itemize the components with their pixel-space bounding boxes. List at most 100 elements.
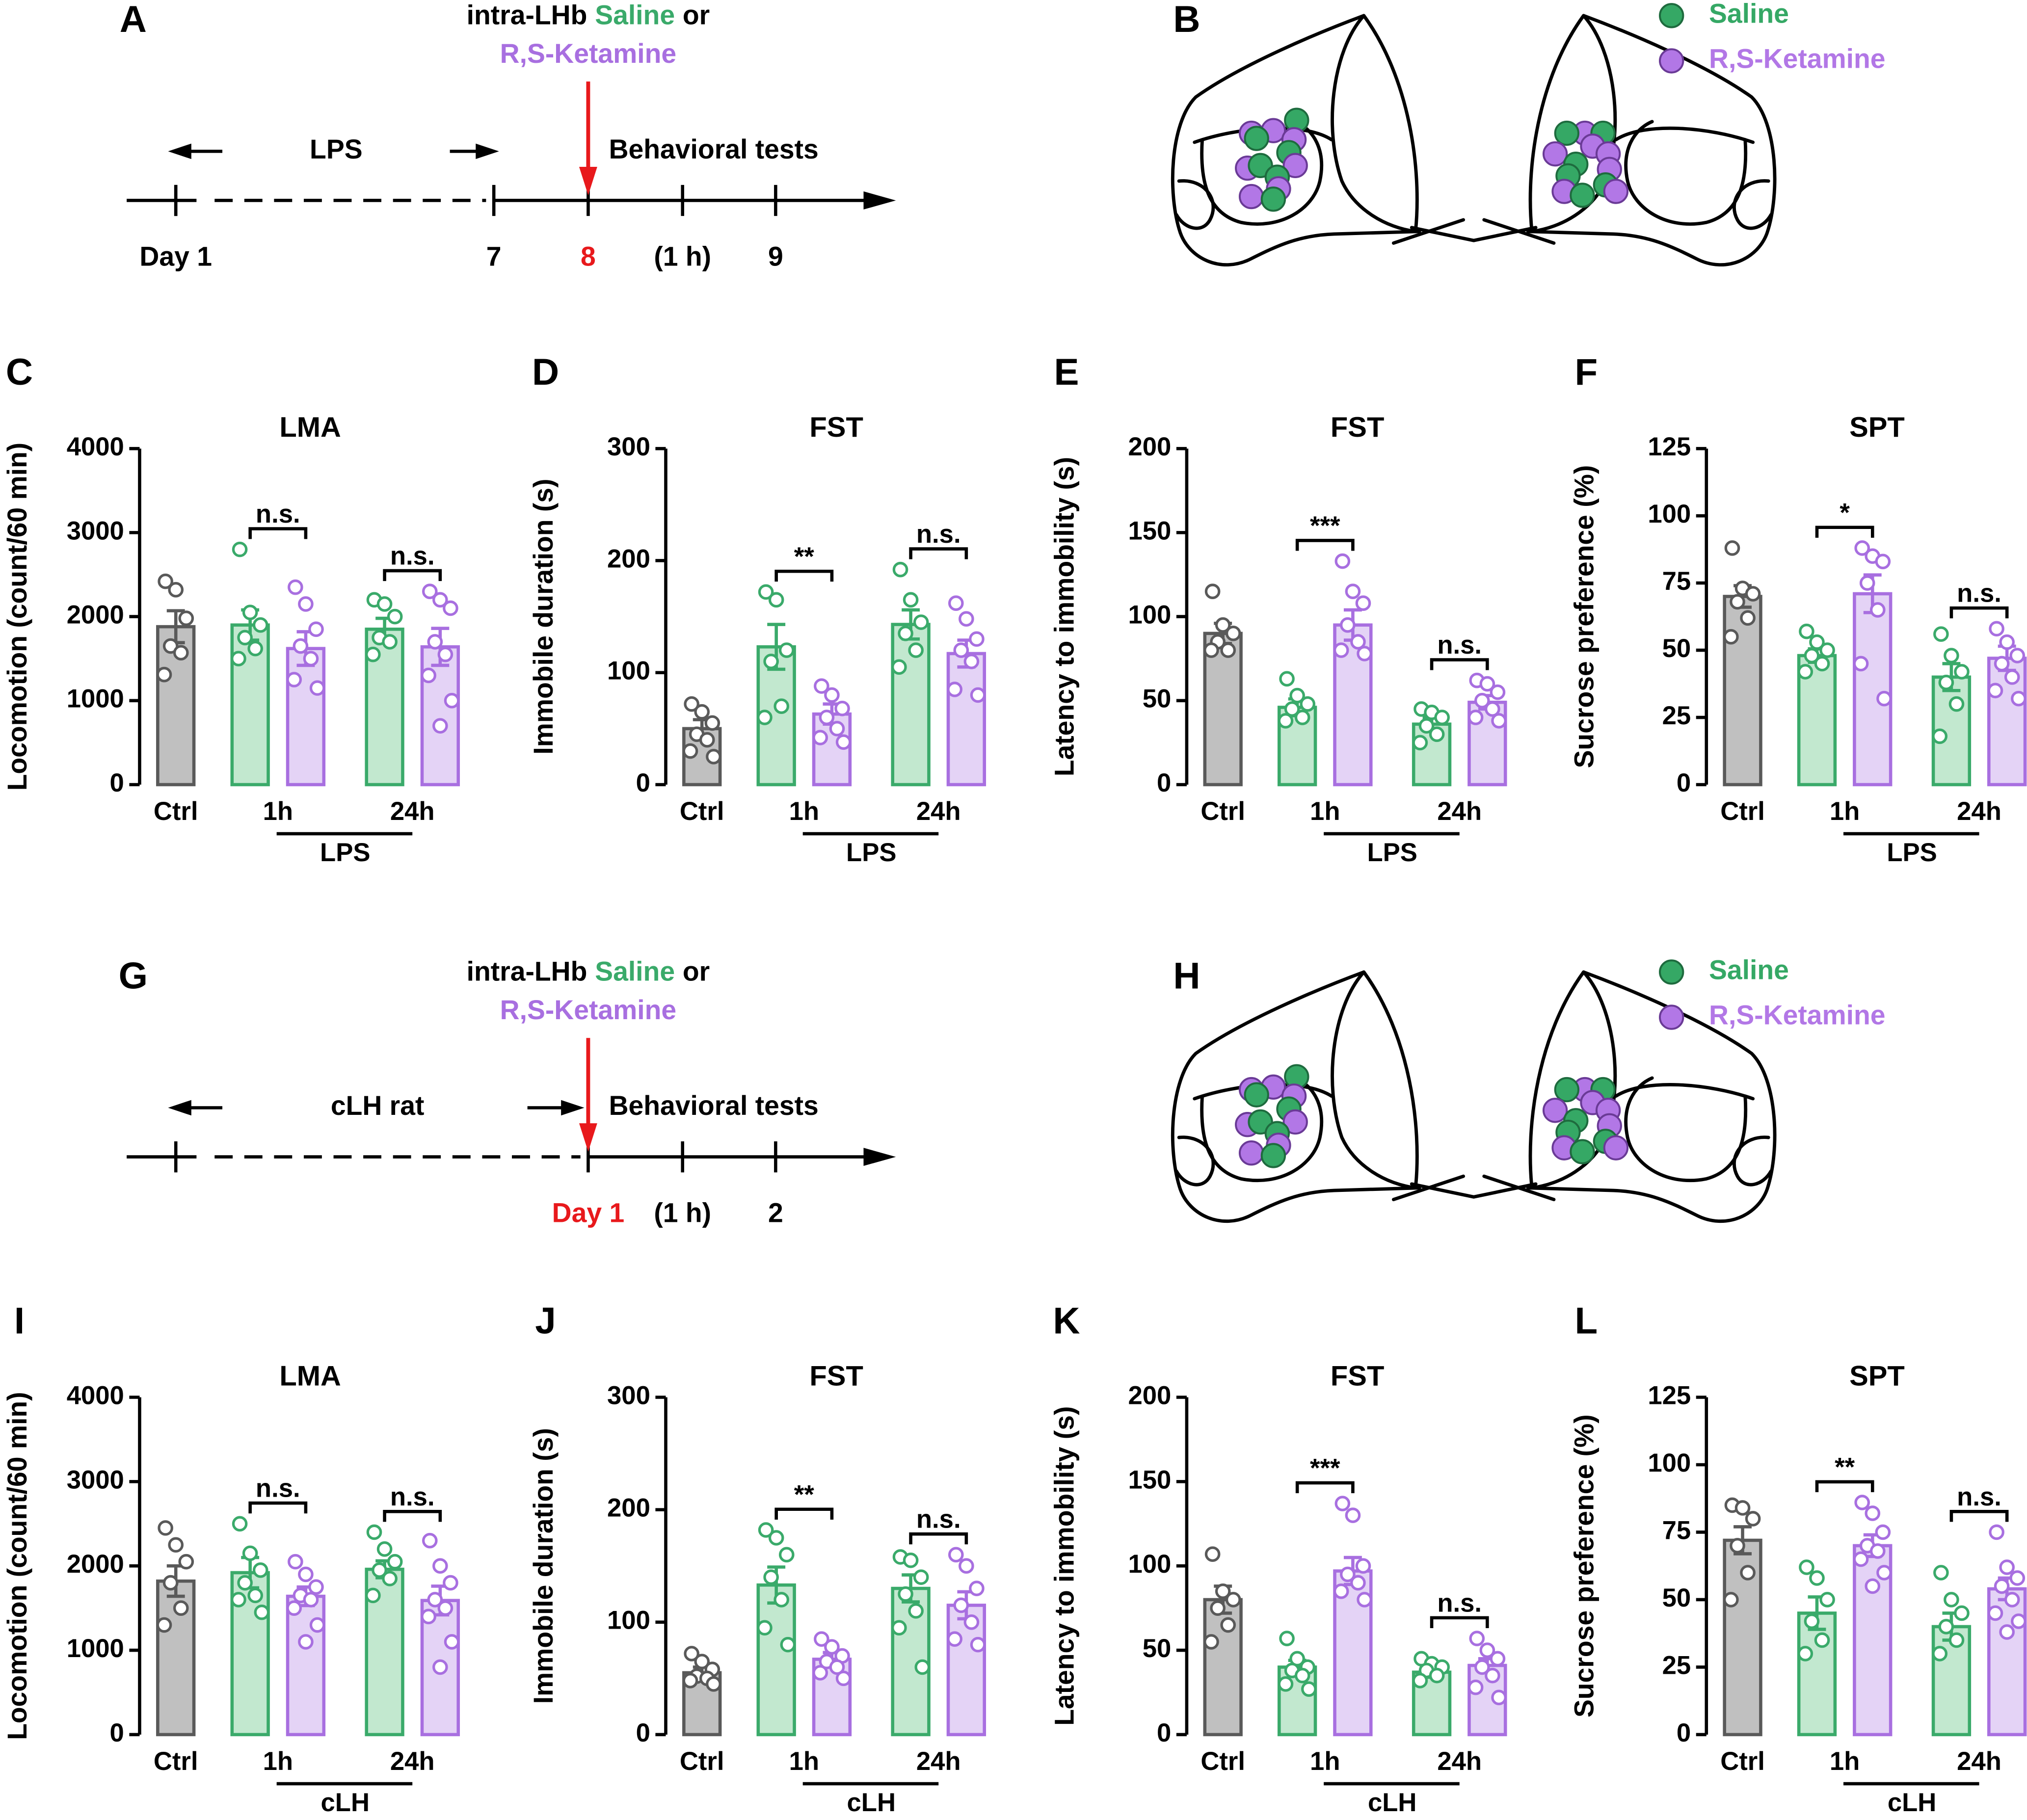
data-point [1204, 1546, 1221, 1562]
data-point [694, 1654, 710, 1669]
data-point [308, 1579, 324, 1595]
significance-bracket [383, 1510, 442, 1522]
data-point [1999, 1559, 2015, 1575]
significance-bracket [1430, 658, 1489, 670]
timeline-tick-label: 7 [486, 241, 502, 272]
injection-site [1570, 1139, 1595, 1164]
data-point [168, 1537, 184, 1553]
injection-site [1282, 153, 1308, 179]
x-tick-label: 24h [1957, 797, 2001, 826]
data-point [1854, 540, 1870, 556]
data-point [303, 1592, 319, 1608]
y-tick-label: 50 [1662, 1583, 1691, 1612]
x-tick-label: 24h [390, 1747, 435, 1776]
panel-label: L [1575, 1300, 1598, 1342]
data-point [763, 1569, 779, 1585]
y-tick-label: 150 [1128, 1465, 1171, 1494]
significance-bracket [909, 547, 968, 559]
data-point [286, 1600, 302, 1616]
data-point [969, 1581, 985, 1596]
legend-marker [1658, 1004, 1684, 1030]
significance-bracket [1815, 526, 1874, 538]
data-point [309, 1617, 325, 1633]
data-point [1479, 676, 1495, 692]
y-axis-label: Immobile duration (s) [528, 1428, 559, 1704]
data-point [780, 1636, 796, 1653]
timeline-header: R,S-Ketamine [500, 995, 677, 1025]
data-point [959, 611, 974, 627]
x-tick-label: Ctrl [1200, 1747, 1245, 1776]
data-point [1869, 1543, 1886, 1559]
y-tick-label: 4000 [67, 432, 124, 461]
data-point [1854, 1495, 1870, 1510]
y-tick-label: 50 [1662, 634, 1691, 663]
data-point [834, 700, 850, 716]
data-point [1938, 1619, 1954, 1635]
y-tick-label: 25 [1662, 1651, 1691, 1680]
data-point [1474, 693, 1490, 709]
significance-label: n.s. [1957, 579, 2001, 608]
y-tick-label: 50 [1143, 1634, 1172, 1663]
data-point [1355, 1558, 1371, 1574]
injection-site [1282, 1109, 1308, 1135]
data-point [293, 638, 309, 654]
header-part: intra-LHb [467, 956, 587, 986]
y-tick-label: 0 [1677, 768, 1691, 797]
significance-bracket [1815, 1480, 1874, 1492]
injection-site [1570, 183, 1595, 208]
data-point [1944, 1592, 1959, 1608]
group-label: cLH [321, 1788, 370, 1817]
data-point [432, 592, 448, 608]
phase-label: cLH rat [331, 1090, 425, 1121]
data-point [237, 630, 253, 646]
data-point [891, 1620, 907, 1636]
data-point [2011, 1613, 2027, 1629]
group-label: LPS [1367, 838, 1417, 867]
y-axis-label: Latency to immobility (s) [1049, 457, 1080, 776]
data-point [1875, 1524, 1891, 1540]
data-point [812, 1665, 828, 1681]
y-tick-label: 100 [607, 1606, 650, 1635]
data-point [1412, 1673, 1428, 1688]
data-point [1220, 642, 1236, 658]
data-point [1429, 1667, 1445, 1684]
x-tick-label: 1h [789, 1747, 819, 1776]
data-point [254, 1604, 270, 1620]
data-point [252, 1562, 268, 1578]
data-point [835, 1670, 852, 1687]
data-point [953, 642, 969, 658]
data-point [1734, 1500, 1751, 1516]
data-point [1987, 683, 2003, 699]
significance-bracket [774, 1507, 834, 1520]
data-point [1954, 664, 1970, 680]
significance-label: n.s. [1437, 631, 1482, 659]
timeline-tick-label: 9 [768, 241, 783, 272]
data-point [706, 1676, 721, 1692]
significance-label: n.s. [916, 1505, 961, 1534]
data-point [1819, 1592, 1835, 1608]
data-point [1804, 648, 1820, 663]
y-tick-label: 0 [1677, 1718, 1691, 1747]
data-point [162, 638, 179, 654]
injection-site [1542, 1098, 1568, 1123]
header-part: intra-LHb [467, 0, 587, 30]
y-tick-label: 300 [607, 432, 650, 461]
data-point [1740, 1565, 1756, 1581]
data-point [1418, 718, 1435, 734]
data-point [444, 693, 460, 709]
data-point [443, 600, 458, 616]
x-tick-label: 1h [1310, 1747, 1340, 1776]
data-point [1279, 671, 1295, 687]
y-tick-label: 0 [636, 1718, 650, 1747]
group-label: cLH [1888, 1788, 1936, 1817]
x-tick-label: 1h [1310, 797, 1340, 826]
data-point [963, 654, 980, 669]
y-tick-label: 0 [636, 768, 650, 797]
data-point [1859, 575, 1875, 591]
data-point [162, 1575, 179, 1591]
data-point [1203, 1634, 1219, 1650]
chart-title: FST [1331, 412, 1384, 443]
tests-label: Behavioral tests [609, 134, 819, 164]
y-tick-label: 100 [607, 657, 650, 686]
data-point [298, 596, 314, 612]
